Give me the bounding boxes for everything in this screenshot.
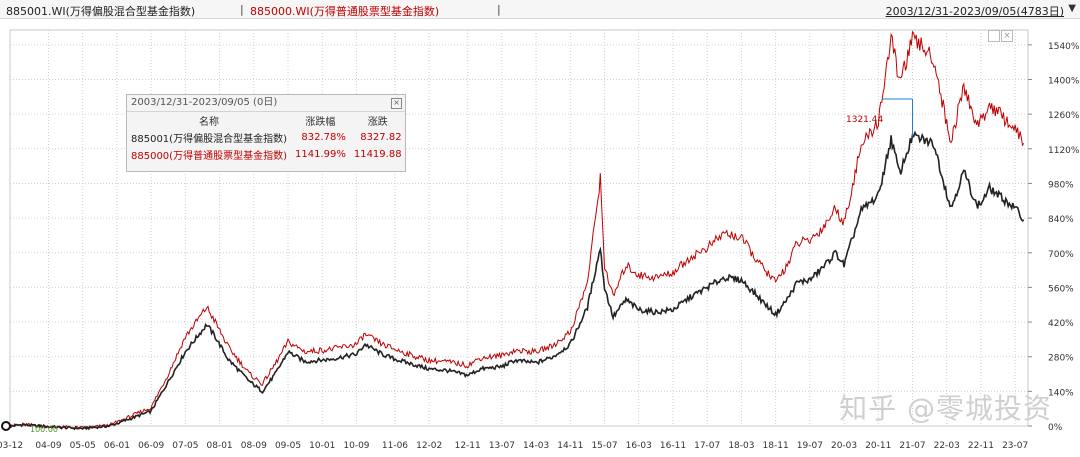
x-tick-label: 18-11 bbox=[763, 441, 789, 451]
interval-stats-box: 2003/12/31-2023/09/05 (0日) × 名称 涨跌幅 涨跌 8… bbox=[126, 94, 406, 172]
x-tick-label: 10-01 bbox=[309, 441, 335, 451]
date-range-link[interactable]: 2003/12/31-2023/09/05(4783日) bbox=[885, 5, 1064, 18]
start-value-label: 100.00 bbox=[30, 425, 58, 434]
x-tick-label: 06-09 bbox=[138, 441, 164, 451]
x-tick-label: 22-11 bbox=[968, 441, 994, 451]
x-tick-label: 05-05 bbox=[70, 441, 96, 451]
y-tick-label: 280% bbox=[1048, 354, 1074, 364]
x-tick-label: 06-01 bbox=[104, 441, 130, 451]
table-row[interactable]: 885000(万得普通股票型基金指数) 1141.99% 11419.88 bbox=[127, 146, 406, 163]
x-tick-label: 04-09 bbox=[35, 441, 61, 451]
header-separator: | bbox=[240, 3, 244, 16]
x-tick-label: 09-05 bbox=[275, 441, 301, 451]
x-tick-label: 14-11 bbox=[557, 441, 583, 451]
x-tick-label: 10-09 bbox=[343, 441, 369, 451]
x-tick-label: 08-01 bbox=[207, 441, 233, 451]
x-tick-label: 20-03 bbox=[831, 441, 857, 451]
y-tick-label: 700% bbox=[1048, 250, 1074, 260]
series-885000-line bbox=[9, 30, 1025, 430]
interval-stats-title-text: 2003/12/31-2023/09/05 (0日) bbox=[131, 97, 278, 108]
maximize-icon[interactable] bbox=[988, 30, 1000, 42]
row-chg: 11419.88 bbox=[353, 149, 402, 160]
x-tick-label: 19-07 bbox=[797, 441, 823, 451]
table-header-row: 名称 涨跌幅 涨跌 bbox=[127, 112, 406, 129]
table-row[interactable]: 885001(万得偏股混合型基金指数) 832.78% 8327.82 bbox=[127, 129, 406, 146]
row-name: 885000(万得普通股票型基金指数) bbox=[131, 151, 287, 162]
interval-stats-table: 名称 涨跌幅 涨跌 885001(万得偏股混合型基金指数) 832.78% 83… bbox=[127, 112, 406, 163]
x-tick-label: 22-03 bbox=[934, 441, 960, 451]
x-tick-label: 16-03 bbox=[626, 441, 652, 451]
row-pct: 832.78% bbox=[301, 132, 346, 143]
x-tick-label: 20-11 bbox=[865, 441, 891, 451]
x-tick-label: 21-07 bbox=[899, 441, 925, 451]
y-tick-label: 980% bbox=[1048, 180, 1074, 190]
dropdown-arrow-icon[interactable]: ▼ bbox=[1068, 3, 1076, 14]
series1-title[interactable]: 885001.WI(万得偏股混合型基金指数) bbox=[6, 5, 196, 18]
x-tick-label: 13-07 bbox=[489, 441, 515, 451]
x-tick-label: 12-11 bbox=[455, 441, 481, 451]
y-tick-label: 1540% bbox=[1048, 42, 1080, 52]
x-tick-label: 07-05 bbox=[172, 441, 198, 451]
y-tick-label: 140% bbox=[1048, 388, 1074, 398]
header-separator: | bbox=[497, 3, 501, 16]
start-point-marker bbox=[1, 421, 11, 431]
y-tick-label: 1120% bbox=[1048, 146, 1080, 156]
column-header-name: 名称 bbox=[198, 117, 219, 128]
close-icon[interactable]: × bbox=[391, 98, 402, 109]
y-tick-label: 840% bbox=[1048, 215, 1074, 225]
y-tick-label: 420% bbox=[1048, 319, 1074, 329]
series-885001-line bbox=[9, 130, 1025, 431]
x-tick-label: 03-12 bbox=[0, 441, 23, 451]
row-chg: 8327.82 bbox=[360, 132, 402, 143]
x-tick-label: 08-09 bbox=[241, 441, 267, 451]
x-tick-label: 18-03 bbox=[728, 441, 754, 451]
peak-value-label: 1321.44 bbox=[846, 115, 884, 125]
y-tick-label: 560% bbox=[1048, 284, 1074, 294]
interval-stats-title: 2003/12/31-2023/09/05 (0日) × bbox=[127, 95, 405, 112]
x-tick-label: 11-06 bbox=[382, 441, 408, 451]
plot-frame bbox=[9, 29, 1029, 427]
column-header-pct: 涨跌幅 bbox=[305, 117, 336, 128]
x-tick-label: 15-07 bbox=[591, 441, 617, 451]
close-chart-icon[interactable]: × bbox=[1001, 30, 1013, 42]
watermark-text: 知乎 @零城投资 bbox=[839, 392, 1052, 425]
row-pct: 1141.99% bbox=[294, 149, 346, 160]
row-name: 885001(万得偏股混合型基金指数) bbox=[131, 134, 287, 145]
x-tick-label: 23-07 bbox=[1002, 441, 1028, 451]
column-header-chg: 涨跌 bbox=[367, 117, 388, 128]
x-tick-label: 16-11 bbox=[660, 441, 686, 451]
y-tick-label: 0% bbox=[1048, 423, 1063, 433]
x-tick-label: 14-03 bbox=[523, 441, 549, 451]
chart-window-controls: × bbox=[988, 30, 1014, 42]
x-tick-label: 12-02 bbox=[416, 441, 442, 451]
x-tick-label: 17-07 bbox=[694, 441, 720, 451]
y-tick-label: 1260% bbox=[1048, 111, 1080, 121]
series2-title[interactable]: 885000.WI(万得普通股票型基金指数) bbox=[250, 5, 440, 18]
y-tick-label: 1400% bbox=[1048, 77, 1080, 87]
chart-header: 885001.WI(万得偏股混合型基金指数) | 885000.WI(万得普通股… bbox=[0, 0, 1080, 19]
